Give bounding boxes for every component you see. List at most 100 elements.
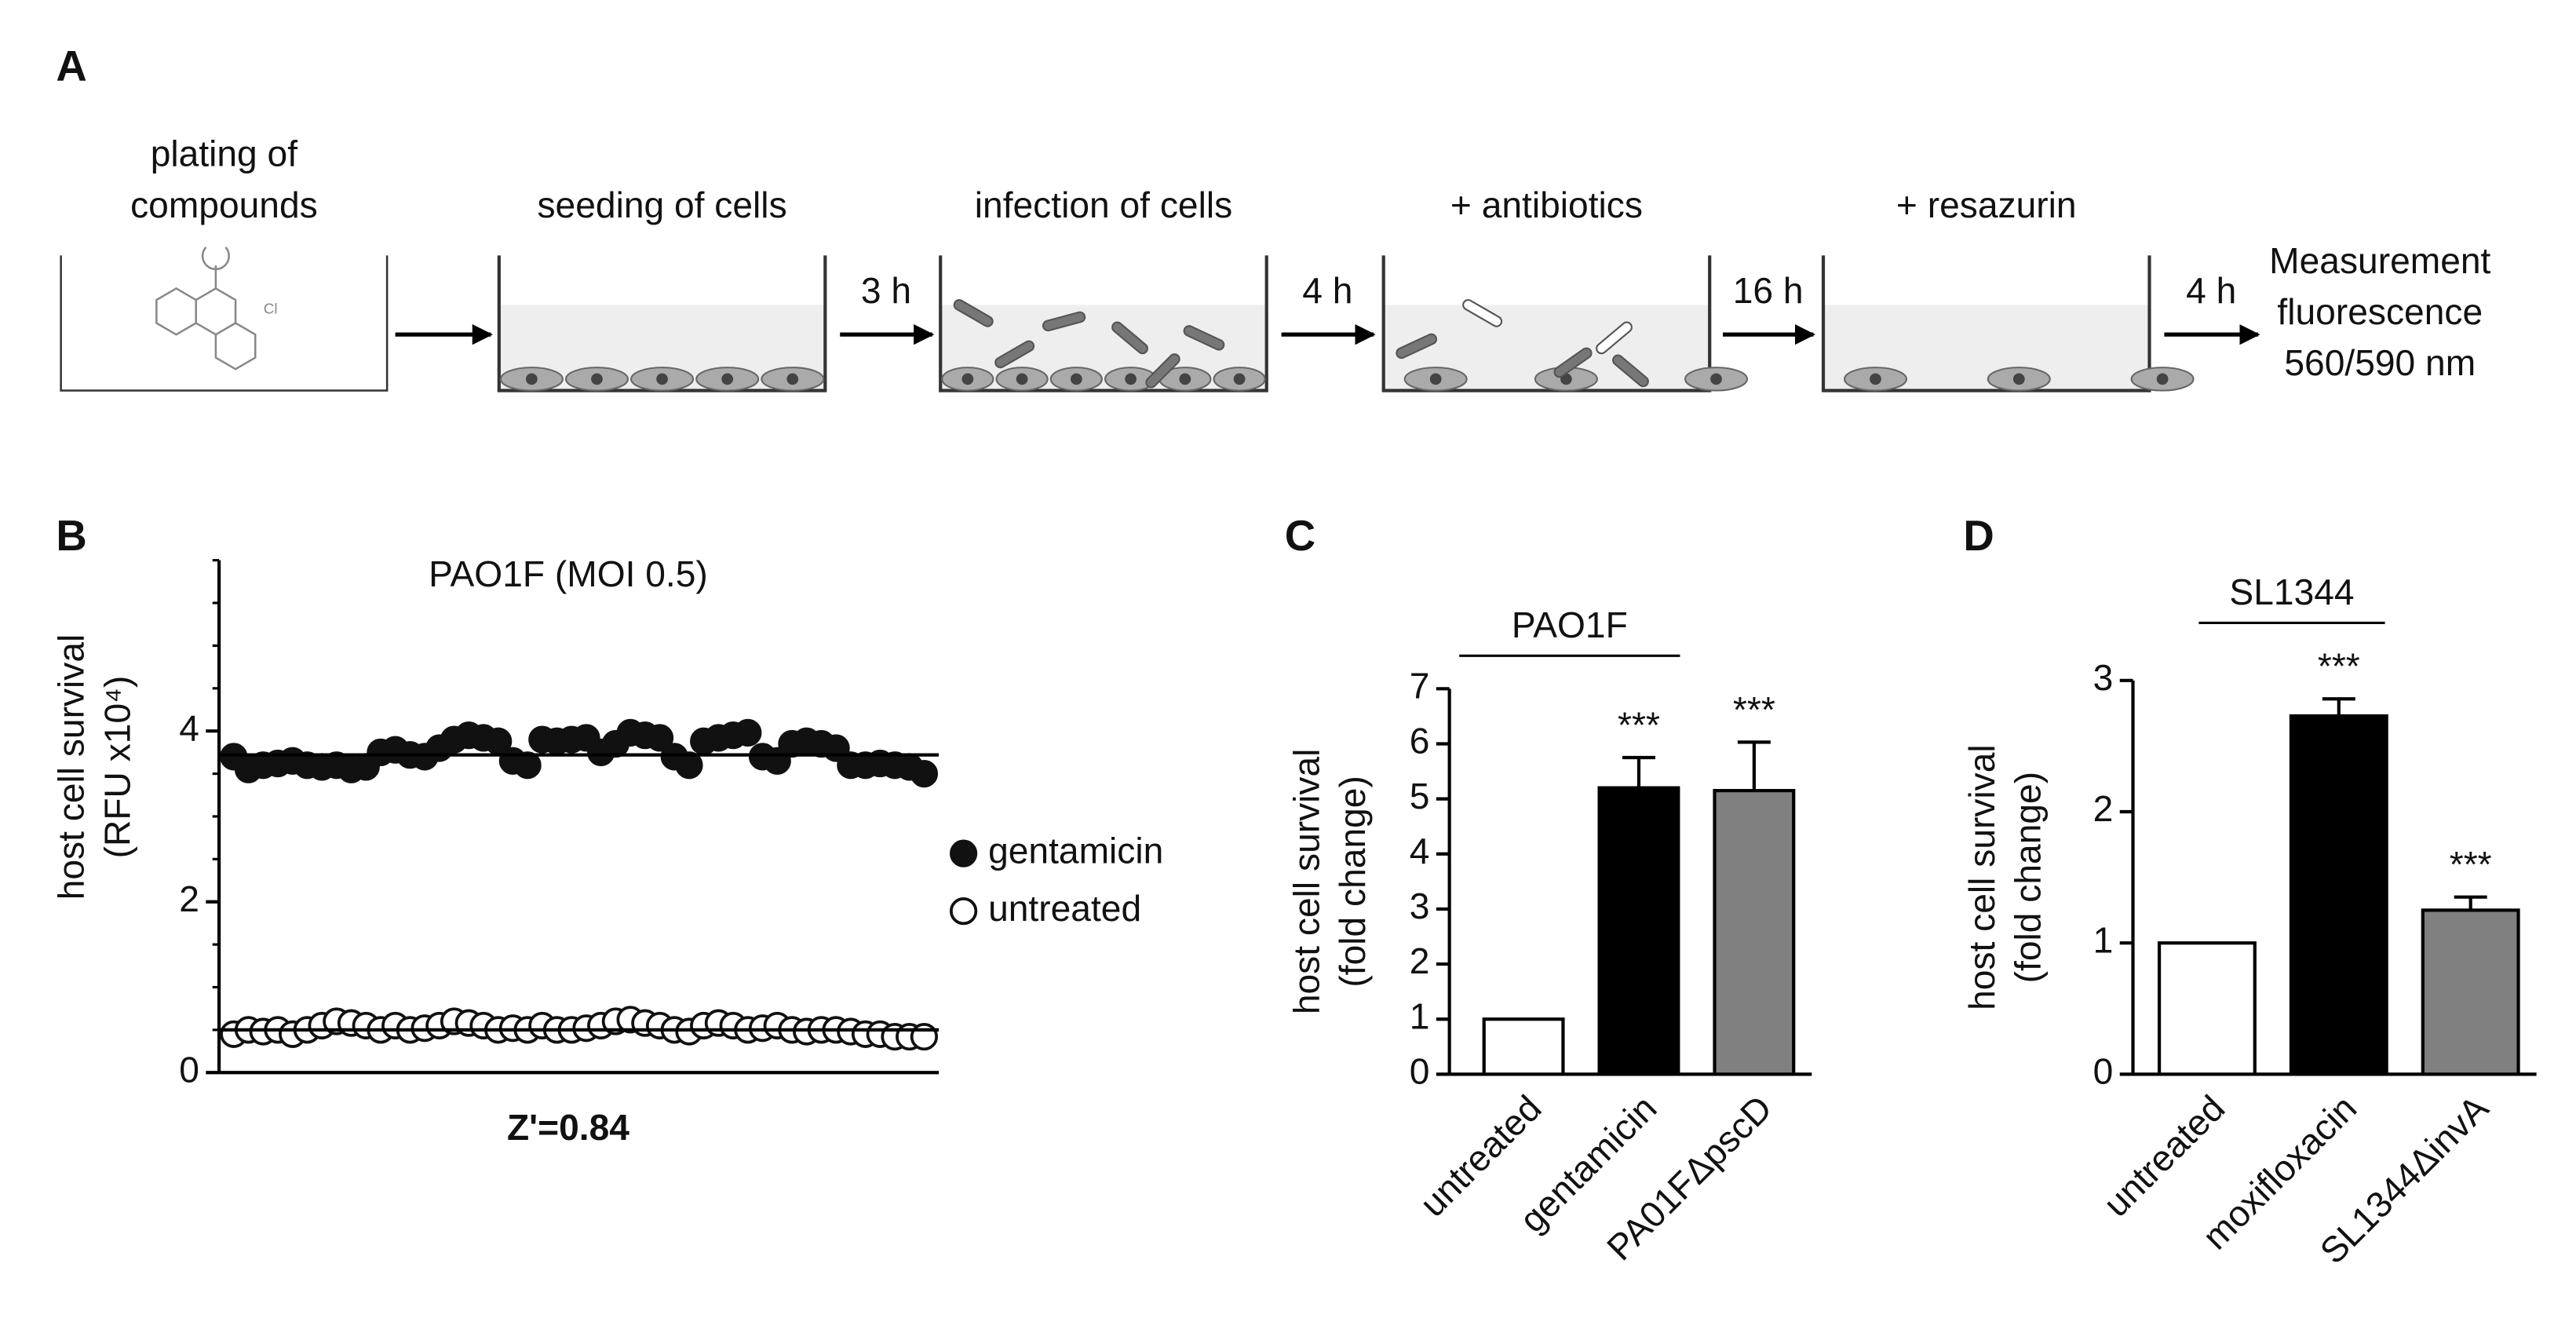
panel-label: D: [1963, 512, 1994, 560]
bacterium-body: [1183, 325, 1225, 351]
y-tick-label: 4: [1410, 831, 1430, 871]
step-title: seeding of cells: [537, 184, 786, 225]
significance: ***: [2318, 646, 2360, 687]
nucleus: [526, 373, 538, 385]
point: [645, 724, 674, 752]
y-axis-title: (fold change): [2008, 772, 2049, 983]
bacterium: [1183, 325, 1225, 351]
point: [734, 718, 762, 747]
x-tick-label: untreated: [2096, 1087, 2233, 1225]
step-title: compounds: [130, 184, 318, 225]
y-axis-title: host cell survival: [1961, 744, 2002, 1010]
error-bar: [1622, 755, 1655, 788]
nucleus: [1870, 373, 1881, 385]
nucleus: [1233, 373, 1246, 385]
significance: ***: [1733, 689, 1775, 730]
chart-title: PAO1F (MOI 0.5): [429, 553, 708, 594]
y-tick-label: 2: [2093, 788, 2114, 829]
interval-label: 4 h: [2186, 270, 2236, 311]
bacterium: [1396, 333, 1438, 360]
legend-label: untreated: [988, 888, 1141, 929]
well: [1821, 255, 2151, 393]
significance: ***: [2450, 844, 2492, 885]
nucleus: [1016, 373, 1028, 385]
bacterium: [1553, 347, 1593, 378]
bacterium-body: [1462, 299, 1503, 327]
bar: [2421, 908, 2520, 1076]
nucleus: [961, 373, 974, 385]
nucleus: [786, 373, 799, 385]
nucleus: [1071, 373, 1082, 385]
step-title: infection of cells: [975, 184, 1232, 225]
nucleus: [591, 373, 603, 385]
y-tick-label: 5: [1410, 776, 1430, 816]
significance: ***: [1618, 704, 1660, 745]
interval-label: 16 h: [1733, 270, 1804, 311]
legend-marker: [949, 839, 978, 867]
bacterium: [1145, 353, 1180, 389]
bacterium: [1111, 321, 1148, 355]
bar: [1597, 786, 1680, 1076]
group-label: SL1344: [2229, 572, 2354, 612]
panel-label: A: [56, 42, 86, 90]
nucleus: [1710, 373, 1722, 385]
bar: [1713, 789, 1796, 1076]
y-axis-title: (RFU x10⁴): [97, 676, 137, 859]
y-tick-label: 0: [2093, 1051, 2114, 1092]
bacterium-body: [953, 299, 994, 327]
bacterium: [1042, 311, 1086, 332]
nucleus: [2156, 373, 2169, 385]
y-tick-label: 2: [1410, 940, 1430, 981]
bacterium-body: [1042, 311, 1086, 332]
y-tick-label: 7: [1410, 666, 1430, 707]
well: [60, 255, 389, 392]
nucleus: [656, 373, 668, 385]
bacterium-body: [1111, 321, 1148, 355]
well: [1381, 255, 1712, 393]
panel-label: C: [1285, 512, 1315, 560]
readout-text: Measurement: [2269, 240, 2490, 281]
y-tick-label: 1: [1410, 995, 1430, 1036]
bacterium-body: [994, 340, 1035, 369]
bacterium: [1612, 354, 1649, 388]
y-tick-label: 0: [1410, 1051, 1430, 1092]
y-tick-label: 2: [179, 878, 199, 919]
y-axis-title: host cell survival: [51, 634, 92, 900]
point: [910, 1022, 939, 1051]
bacterium-body: [1553, 347, 1593, 378]
legend-label: gentamicin: [988, 830, 1163, 871]
point: [513, 751, 542, 780]
nucleus: [721, 373, 734, 385]
annotation: Z'=0.84: [507, 1107, 629, 1148]
bacterium: [1462, 299, 1503, 327]
error-bar: [2322, 697, 2355, 716]
group-label: PAO1F: [1512, 604, 1628, 645]
step-title: + resazurin: [1896, 184, 2077, 225]
bar: [2157, 941, 2257, 1076]
bacterium-body: [1145, 353, 1180, 389]
step-title: plating of: [151, 133, 298, 174]
y-tick-label: 1: [2093, 919, 2114, 960]
molecule-atom: Cl: [264, 301, 278, 318]
nucleus: [1179, 373, 1191, 385]
bacterium-body: [1596, 321, 1633, 355]
point: [675, 751, 703, 780]
molecule: [155, 247, 257, 371]
error-bar: [1737, 740, 1771, 791]
readout-text: 560/590 nm: [2284, 342, 2476, 383]
panel-label: B: [56, 512, 86, 560]
point: [910, 759, 939, 788]
y-tick-label: 6: [1410, 721, 1430, 761]
nucleus: [1429, 373, 1442, 385]
step-title: + antibiotics: [1450, 184, 1643, 225]
y-tick-label: 4: [179, 707, 199, 748]
y-axis-title: host cell survival: [1286, 749, 1326, 1015]
bar: [1482, 1017, 1565, 1076]
bacterium-body: [1612, 354, 1649, 388]
y-tick-label: 3: [1410, 886, 1430, 926]
bar: [2289, 714, 2388, 1076]
nucleus: [1125, 373, 1137, 385]
y-tick-label: 0: [179, 1049, 199, 1090]
